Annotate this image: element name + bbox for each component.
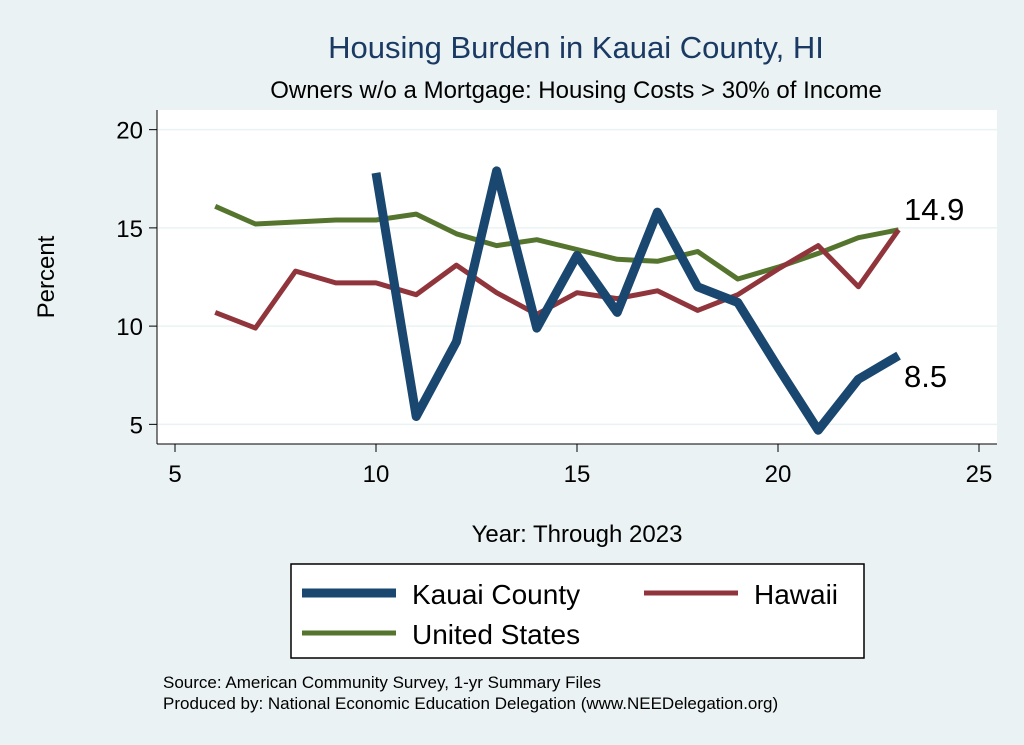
y-axis-ticks: 5 10 15 20 — [116, 118, 157, 439]
y-tick-label-15: 15 — [116, 216, 143, 243]
x-tick-label-10: 10 — [363, 461, 390, 488]
grid-lines — [158, 128, 997, 426]
legend: Kauai County Hawaii United States — [290, 563, 865, 659]
chart-title: Housing Burden in Kauai County, HI — [328, 30, 824, 65]
legend-label-us: United States — [412, 619, 580, 650]
producer-note: Produced by: National Economic Education… — [163, 694, 778, 713]
x-tick-label-25: 25 — [966, 461, 993, 488]
chart-subtitle: Owners w/o a Mortgage: Housing Costs > 3… — [270, 77, 882, 104]
y-tick-label-20: 20 — [116, 118, 143, 145]
y-tick-label-5: 5 — [130, 412, 143, 439]
x-tick-label-15: 15 — [564, 461, 591, 488]
legend-label-hawaii: Hawaii — [754, 579, 838, 610]
legend-box — [290, 563, 865, 659]
series-line-hawaii — [214, 228, 901, 331]
legend-label-kauai: Kauai County — [412, 579, 580, 610]
x-axis-label: Year: Through 2023 — [472, 521, 683, 548]
series-lines — [214, 166, 901, 435]
x-axis-ticks: 5 10 15 20 25 — [168, 444, 992, 488]
plot-area — [157, 110, 997, 444]
series-line-kauai-county — [371, 166, 901, 435]
end-label-kauai: 8.5 — [904, 359, 947, 394]
x-tick-label-5: 5 — [168, 461, 181, 488]
source-note: Source: American Community Survey, 1-yr … — [163, 673, 601, 692]
y-tick-label-10: 10 — [116, 314, 143, 341]
end-label-hawaii-us: 14.9 — [904, 192, 964, 227]
x-tick-label-20: 20 — [765, 461, 792, 488]
y-axis-label: Percent — [33, 235, 60, 318]
